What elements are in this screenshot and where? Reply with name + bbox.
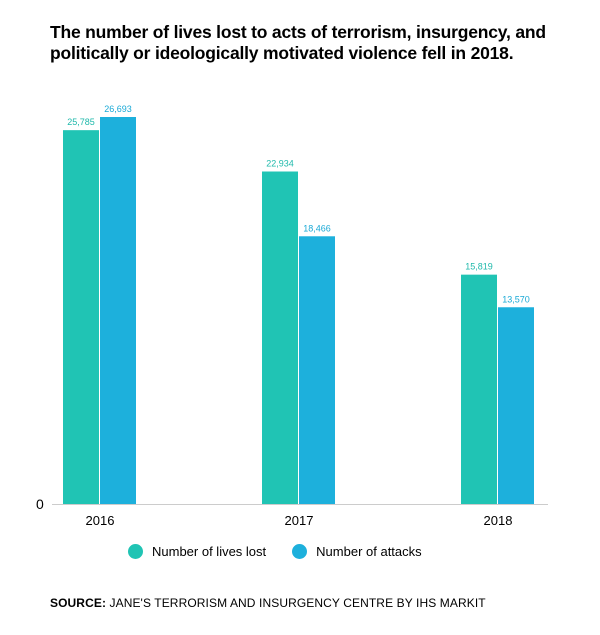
- legend-item-attacks: Number of attacks: [292, 543, 422, 559]
- data-label-lives-lost-2016: 25,785: [67, 117, 95, 127]
- legend-swatch-attacks: [292, 543, 308, 559]
- x-tick-label-2017: 2017: [285, 513, 314, 528]
- legend: Number of lives lost Number of attacks: [128, 541, 448, 561]
- bar-lives-lost-2017: [262, 171, 298, 505]
- bar-lives-lost-2018: [461, 274, 497, 504]
- legend-label-attacks: Number of attacks: [316, 543, 422, 559]
- source-label: SOURCE:: [50, 596, 107, 610]
- bar-chart: 0 25,785 26,693 2016 22,934 18,466 2017 15,819 1…: [36, 104, 548, 528]
- x-tick-label-2018: 2018: [484, 513, 513, 528]
- data-label-lives-lost-2018: 15,819: [465, 262, 493, 272]
- source-text: JANE'S TERRORISM AND INSURGENCY CENTRE B…: [109, 596, 486, 610]
- chart-title: The number of lives lost to acts of terr…: [50, 22, 546, 63]
- bar-attacks-2017: [299, 236, 335, 504]
- x-tick-label-2016: 2016: [86, 513, 115, 528]
- legend-swatch-lives-lost: [128, 543, 143, 559]
- bar-attacks-2016: [100, 117, 136, 504]
- y-tick-label: 0: [36, 496, 44, 512]
- data-label-attacks-2017: 18,466: [303, 223, 331, 233]
- legend-label-lives-lost: Number of lives lost: [152, 543, 267, 559]
- data-label-lives-lost-2017: 22,934: [266, 158, 294, 168]
- data-label-attacks-2018: 13,570: [502, 294, 530, 304]
- legend-item-lives-lost: Number of lives lost: [128, 543, 267, 559]
- bar-lives-lost-2016: [63, 130, 99, 504]
- source-note: SOURCE: JANE'S TERRORISM AND INSURGENCY …: [50, 596, 486, 610]
- data-label-attacks-2016: 26,693: [104, 104, 132, 114]
- bar-attacks-2018: [498, 307, 534, 504]
